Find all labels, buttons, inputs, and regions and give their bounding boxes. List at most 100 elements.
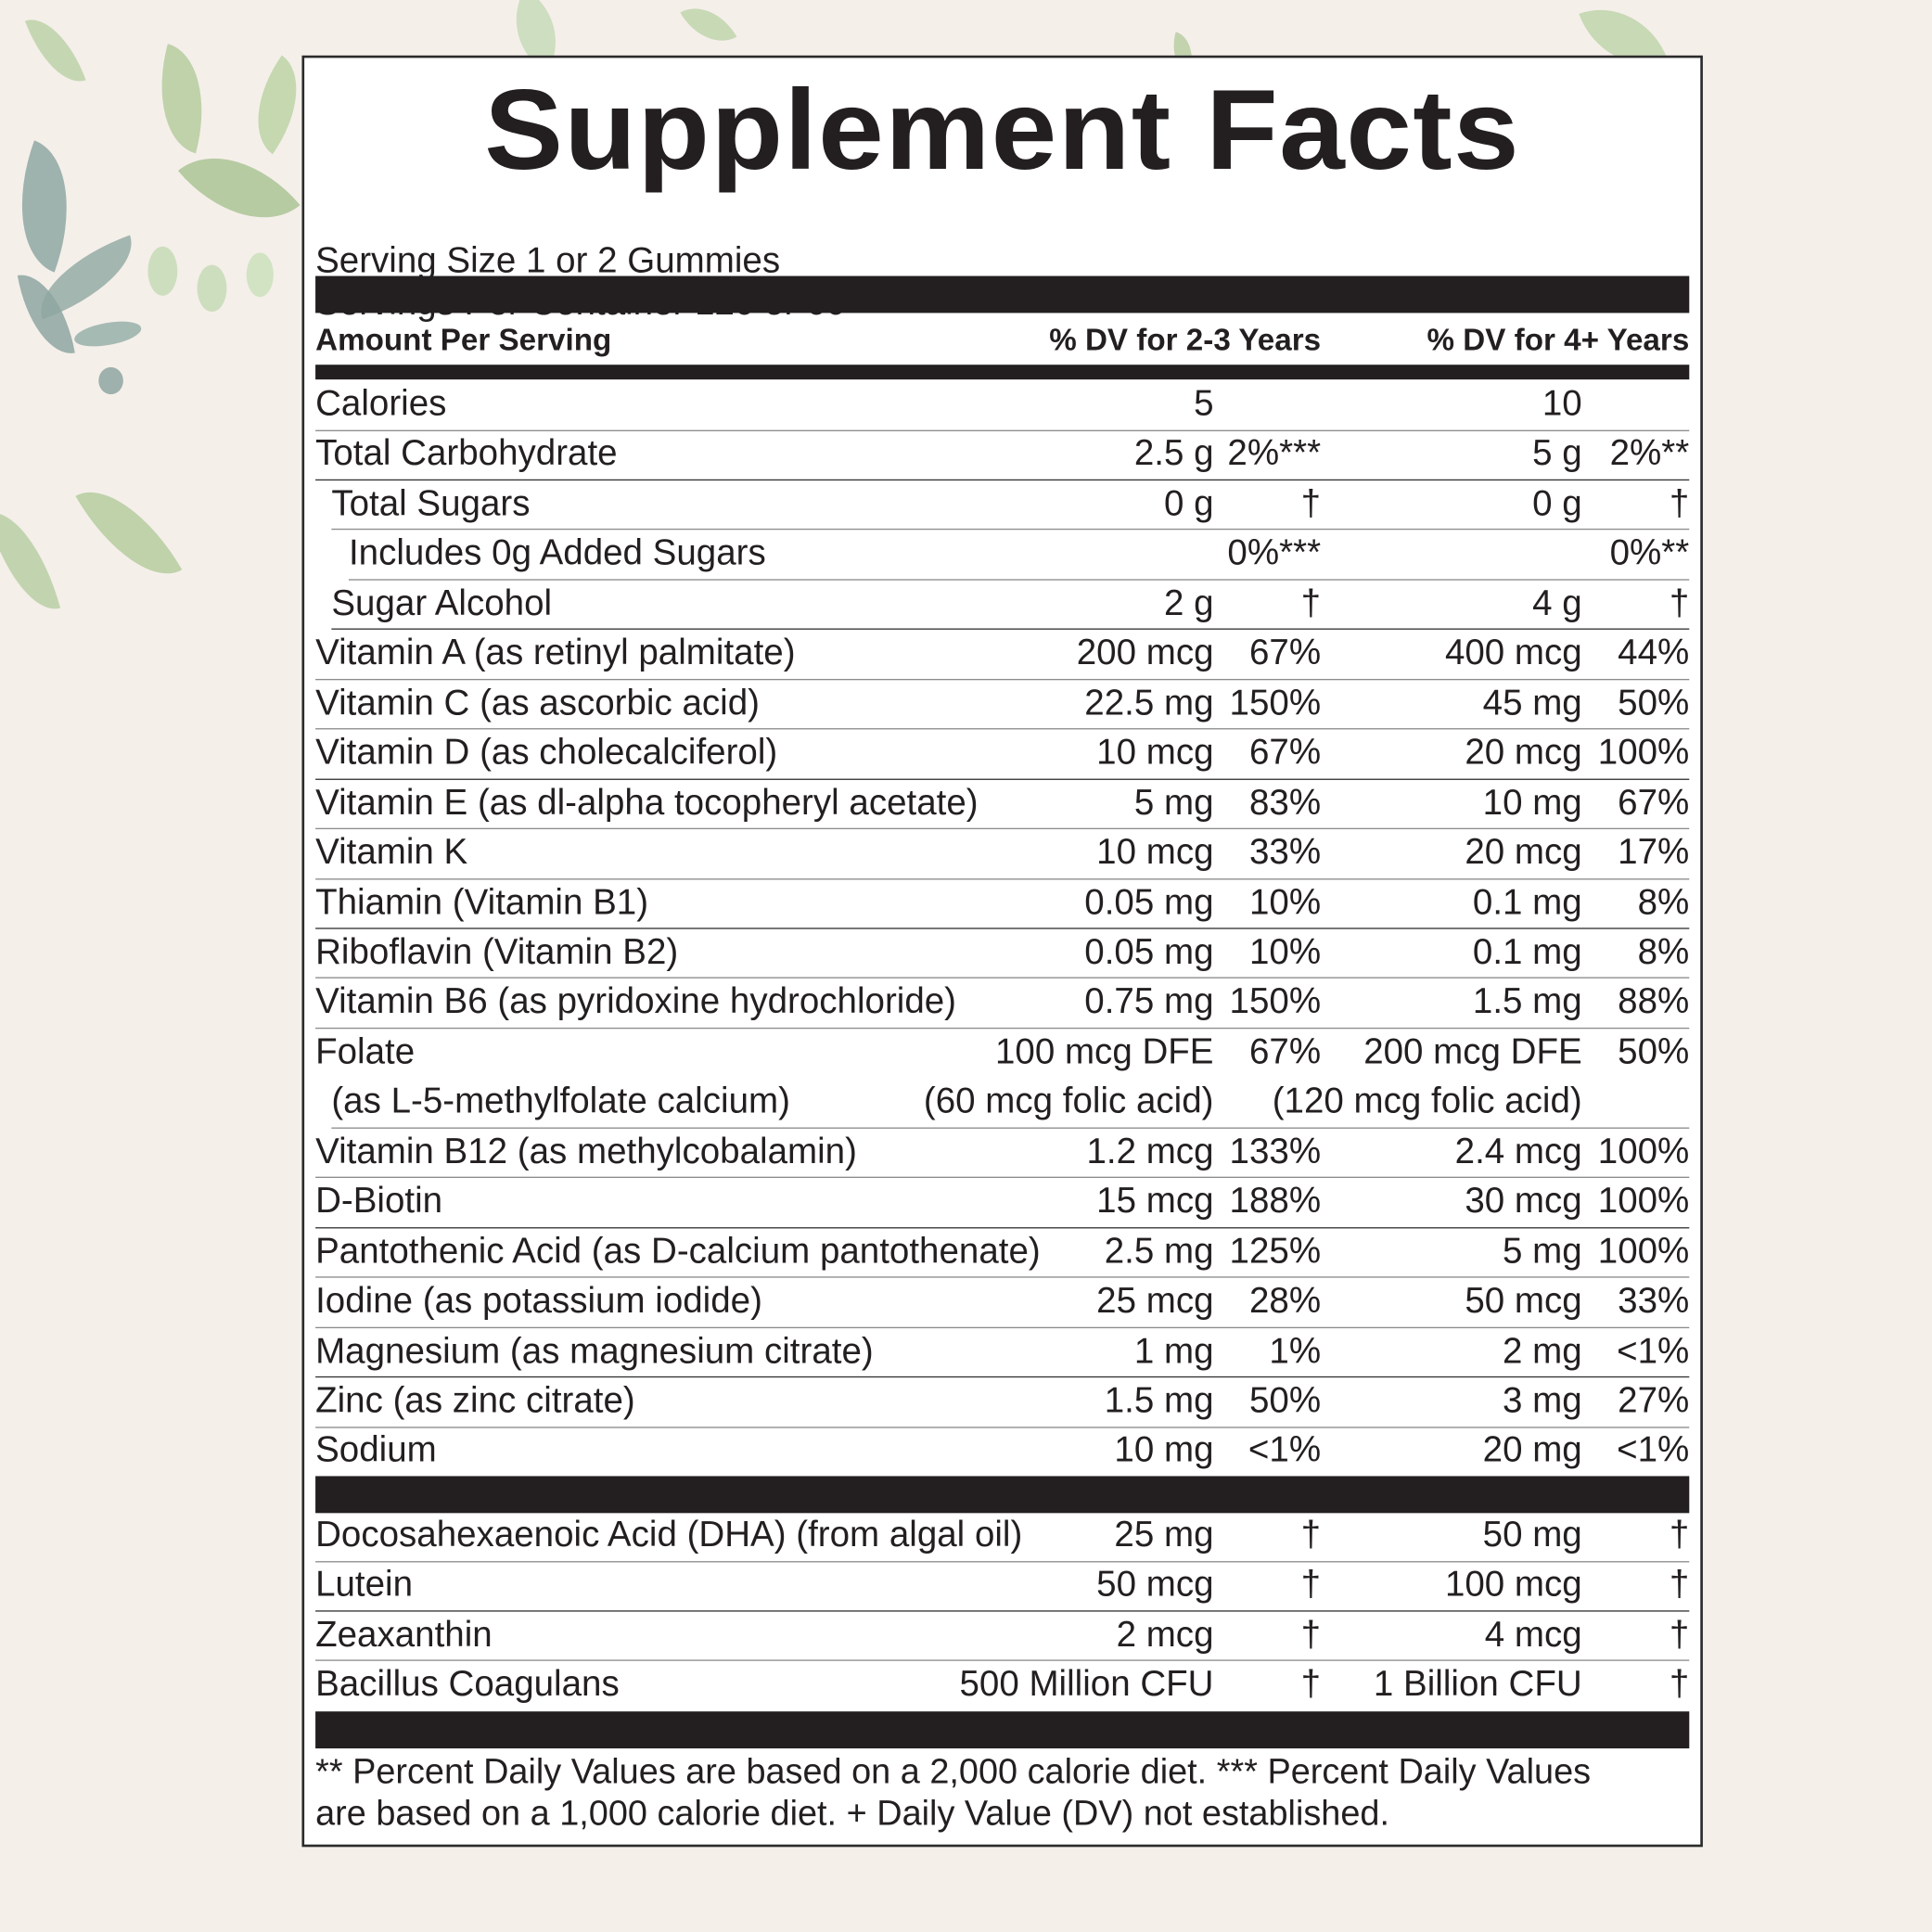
amount-2-3-years: 5	[1194, 384, 1214, 424]
nutrient-name: D-Biotin	[315, 1182, 443, 1222]
dv-2-3-years: 10%	[1248, 882, 1322, 923]
dv-4-plus-years: †	[1669, 1565, 1690, 1606]
amount-4-plus-years: 20 mcg	[1465, 833, 1582, 873]
supplement-facts-panel: Supplement Facts Serving Size 1 or 2 Gum…	[301, 55, 1703, 1848]
amount-2-3-years: 15 mcg	[1096, 1182, 1214, 1222]
nutrient-name: Vitamin B12 (as methylcobalamin)	[315, 1132, 857, 1172]
amount-4-plus-years: 1.5 mg	[1472, 982, 1582, 1022]
dv-4-plus-years: 17%	[1618, 833, 1690, 873]
panel-title: Supplement Facts	[484, 68, 1521, 194]
dv-4-plus-years: †	[1669, 1515, 1690, 1555]
leaf-icon	[147, 246, 178, 296]
table-row: Total Sugars 0 g † 0 g †	[331, 480, 1690, 531]
table-row: Thiamin (Vitamin B1) 0.05 mg 10% 0.1 mg 8%	[315, 879, 1690, 929]
amount-4-plus-years: 4 mcg	[1484, 1615, 1582, 1655]
nutrient-name: Folate	[315, 1032, 416, 1072]
table-row: Vitamin E (as dl-alpha tocopheryl acetat…	[315, 779, 1690, 830]
dv-2-3-years: †	[1300, 483, 1322, 524]
table-row: Zeaxanthin 2 mcg † 4 mcg †	[315, 1611, 1690, 1662]
dv-4-plus-years: 50%	[1618, 683, 1690, 723]
dv-2-3-years: †	[1300, 1515, 1322, 1555]
dv-4-plus-years: 0%**	[1609, 533, 1690, 574]
amount-2-3-years: 22.5 mg	[1084, 683, 1214, 723]
nutrient-name: Sugar Alcohol	[331, 583, 553, 623]
dv-4-plus-years: †	[1669, 1665, 1690, 1705]
leaf-icon	[142, 44, 222, 154]
thick-divider	[315, 275, 1690, 313]
nutrient-name: Total Sugars	[331, 483, 531, 524]
dv-2-3-years: 33%	[1248, 833, 1322, 873]
leaf-icon	[72, 316, 144, 352]
dv-2-3-years: 10%	[1248, 932, 1322, 973]
amount-4-plus-years: (120 mcg folic acid)	[1272, 1081, 1582, 1122]
nutrient-name: (as L-5-methylfolate calcium)	[331, 1081, 790, 1122]
dv-2-3-years: †	[1300, 583, 1322, 623]
amount-2-3-years: 25 mcg	[1096, 1281, 1214, 1322]
table-row: Iodine (as potassium iodide) 25 mcg 28% 50 …	[315, 1278, 1690, 1328]
dv-2-3-years: 67%	[1248, 733, 1322, 774]
dv-2-3-years: †	[1300, 1665, 1322, 1705]
dv-4-plus-years: †	[1669, 583, 1690, 623]
table-row: Sodium 10 mg <1% 20 mg <1%	[315, 1427, 1689, 1478]
dv-2-3-years: 125%	[1229, 1231, 1322, 1272]
amount-2-3-years: 2.5 mg	[1104, 1231, 1214, 1272]
nutrient-name: Includes 0g Added Sugars	[348, 533, 766, 574]
leaf-icon	[246, 252, 274, 298]
amount-4-plus-years: 400 mcg	[1444, 633, 1582, 673]
dv-4-plus-years: 100%	[1597, 1132, 1690, 1172]
nutrient-name: Riboflavin (Vitamin B2)	[315, 932, 679, 973]
amount-2-3-years: 1.5 mg	[1104, 1381, 1214, 1421]
amount-2-3-years: 10 mg	[1114, 1430, 1214, 1471]
amount-4-plus-years: 100 mcg	[1444, 1565, 1582, 1606]
table-row: Vitamin A (as retinyl palmitate) 200 mcg 6…	[315, 630, 1690, 680]
column-header-row: Amount Per Serving % DV for 2-3 Years % …	[315, 316, 1689, 363]
dv-4-plus-years: †	[1669, 1615, 1690, 1655]
nutrient-name: Bacillus Coagulans	[315, 1665, 620, 1705]
amount-4-plus-years: 45 mg	[1482, 683, 1582, 723]
amount-4-plus-years: 20 mcg	[1465, 733, 1582, 774]
dv-2-3-years: 67%	[1248, 633, 1322, 673]
table-row: Vitamin B12 (as methylcobalamin) 1.2 mcg 1…	[315, 1129, 1690, 1179]
dv-2-3-years: 0%***	[1227, 533, 1322, 574]
amount-per-serving-header: Amount Per Serving	[315, 323, 612, 358]
table-row: Docosahexaenoic Acid (DHA) (from algal o…	[315, 1512, 1690, 1562]
amount-4-plus-years: 5 g	[1532, 434, 1582, 474]
dv-4-plus-years: 33%	[1618, 1281, 1690, 1322]
table-row: Calories 5 10	[315, 380, 1690, 431]
leaf-icon	[680, 0, 737, 56]
leaf-icon	[0, 140, 95, 273]
dv-2-3-years: 188%	[1229, 1182, 1322, 1222]
dv-2-3-years: 67%	[1248, 1032, 1322, 1072]
dv-4-plus-years: <1%	[1617, 1430, 1690, 1471]
serving-size: Serving Size 1 or 2 Gummies	[315, 241, 781, 281]
nutrient-name: Iodine (as potassium iodide)	[315, 1281, 762, 1322]
footnote: ** Percent Daily Values are based on a 2…	[315, 1751, 1689, 1835]
amount-4-plus-years: 200 mcg DFE	[1363, 1032, 1582, 1072]
dv-4-plus-years: 100%	[1597, 1182, 1690, 1222]
medium-divider	[315, 365, 1690, 380]
table-row: Zinc (as zinc citrate) 1.5 mg 50% 3 mg 27%	[315, 1377, 1690, 1428]
nutrient-name: Lutein	[315, 1565, 414, 1606]
footnote-line-2: are based on a 1,000 calorie diet. + Dai…	[315, 1794, 1389, 1834]
nutrient-name: Thiamin (Vitamin B1)	[315, 882, 649, 923]
amount-2-3-years: 0.05 mg	[1084, 882, 1214, 923]
dv-2-3-years: †	[1300, 1565, 1322, 1606]
amount-4-plus-years: 5 mg	[1503, 1231, 1582, 1272]
amount-2-3-years: 25 mg	[1114, 1515, 1214, 1555]
dv-2-3-years: 1%	[1269, 1331, 1322, 1371]
amount-4-plus-years: 30 mcg	[1465, 1182, 1582, 1222]
amount-2-3-years: 2 mcg	[1116, 1615, 1214, 1655]
amount-4-plus-years: 10	[1542, 384, 1582, 424]
nutrient-name: Vitamin D (as cholecalciferol)	[315, 733, 778, 774]
table-row: Vitamin B6 (as pyridoxine hydrochloride)…	[315, 979, 1690, 1030]
thick-divider	[315, 1711, 1690, 1749]
dv-2-3-years: 150%	[1229, 683, 1322, 723]
amount-2-3-years: 200 mcg	[1076, 633, 1214, 673]
table-row: (as L-5-methylfolate calcium) (60 mcg fol…	[331, 1079, 1690, 1129]
dv-4-plus-years: 8%	[1637, 882, 1690, 923]
table-row: Magnesium (as magnesium citrate) 1 mg 1% 2 …	[315, 1327, 1690, 1378]
amount-4-plus-years: 20 mg	[1482, 1430, 1582, 1471]
amount-2-3-years: 500 Million CFU	[959, 1665, 1214, 1705]
dv-4-plus-years: 50%	[1618, 1032, 1690, 1072]
amount-2-3-years: 1 mg	[1133, 1331, 1214, 1371]
